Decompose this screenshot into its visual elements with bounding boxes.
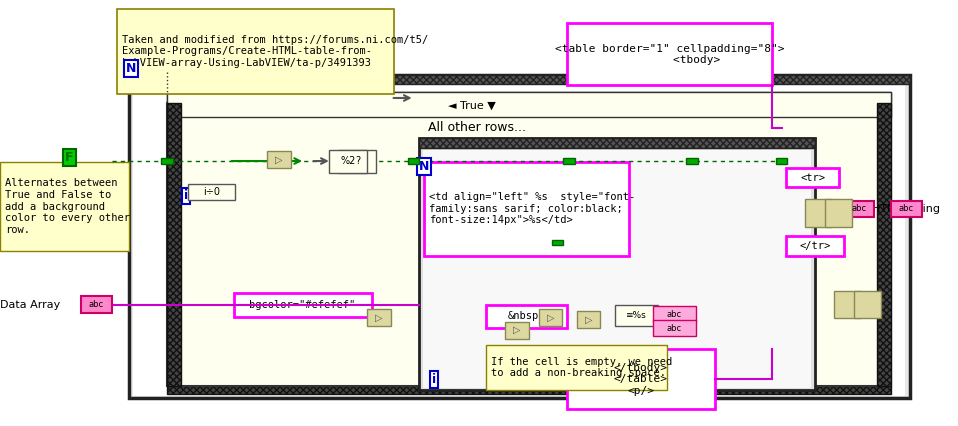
- Text: abc: abc: [899, 204, 914, 213]
- Text: All other rows...: All other rows...: [427, 121, 526, 134]
- FancyBboxPatch shape: [133, 85, 905, 396]
- FancyBboxPatch shape: [776, 158, 787, 164]
- FancyBboxPatch shape: [128, 75, 910, 398]
- Text: Alternates between
True and False to
add a background
color to every other
row.: Alternates between True and False to add…: [5, 178, 129, 235]
- FancyBboxPatch shape: [653, 306, 696, 322]
- Text: If the cell is empty, we need
to add a non-breaking space.: If the cell is empty, we need to add a n…: [490, 357, 673, 378]
- FancyBboxPatch shape: [806, 199, 833, 227]
- FancyBboxPatch shape: [615, 305, 657, 326]
- Text: HTML String: HTML String: [872, 204, 940, 214]
- FancyBboxPatch shape: [161, 158, 172, 164]
- FancyBboxPatch shape: [0, 162, 128, 251]
- FancyBboxPatch shape: [686, 158, 697, 164]
- FancyBboxPatch shape: [843, 201, 874, 217]
- FancyBboxPatch shape: [567, 23, 772, 85]
- FancyBboxPatch shape: [188, 184, 236, 200]
- FancyBboxPatch shape: [834, 291, 860, 319]
- FancyBboxPatch shape: [420, 138, 815, 390]
- FancyBboxPatch shape: [563, 158, 575, 164]
- FancyBboxPatch shape: [367, 309, 391, 326]
- FancyBboxPatch shape: [234, 293, 372, 317]
- FancyBboxPatch shape: [486, 345, 667, 390]
- Text: i÷0: i÷0: [203, 187, 220, 197]
- FancyBboxPatch shape: [826, 199, 852, 227]
- Text: ▷: ▷: [376, 312, 382, 322]
- Text: %2: %2: [340, 156, 355, 167]
- FancyBboxPatch shape: [423, 150, 811, 388]
- Text: <td align="left" %s  style="font-
family:sans sarif; color:black;
font-size:14px: <td align="left" %s style="font- family:…: [429, 192, 635, 225]
- FancyBboxPatch shape: [854, 291, 880, 319]
- FancyBboxPatch shape: [167, 103, 181, 386]
- FancyBboxPatch shape: [653, 320, 696, 336]
- Text: ▷: ▷: [275, 155, 283, 165]
- FancyBboxPatch shape: [117, 9, 394, 94]
- FancyBboxPatch shape: [408, 158, 420, 164]
- Text: Taken and modified from https://forums.ni.com/t5/
Example-Programs/Create-HTML-t: Taken and modified from https://forums.n…: [122, 35, 428, 68]
- FancyBboxPatch shape: [128, 75, 910, 84]
- Text: abc: abc: [667, 310, 682, 319]
- Text: F: F: [65, 151, 74, 164]
- Text: ≡%s: ≡%s: [626, 311, 646, 320]
- FancyBboxPatch shape: [167, 92, 891, 117]
- FancyBboxPatch shape: [167, 92, 891, 102]
- Text: ◄ True ▼: ◄ True ▼: [448, 101, 495, 111]
- Text: i: i: [432, 373, 436, 386]
- Text: abc: abc: [852, 204, 866, 213]
- FancyBboxPatch shape: [538, 309, 562, 326]
- Text: bgcolor="#efefef": bgcolor="#efefef": [249, 300, 355, 310]
- FancyBboxPatch shape: [552, 240, 563, 245]
- FancyBboxPatch shape: [81, 296, 111, 313]
- Text: ▷: ▷: [513, 325, 521, 335]
- FancyBboxPatch shape: [267, 151, 290, 168]
- Text: Data Array: Data Array: [0, 299, 60, 310]
- Text: <tr>: <tr>: [800, 173, 825, 183]
- Text: </tr>: </tr>: [799, 241, 831, 251]
- FancyBboxPatch shape: [486, 305, 567, 328]
- Text: <table border="1" cellpadding="8">
        <tbody>: <table border="1" cellpadding="8"> <tbod…: [555, 43, 785, 65]
- Text: &nbsp;: &nbsp;: [508, 311, 545, 321]
- FancyBboxPatch shape: [567, 349, 715, 409]
- FancyBboxPatch shape: [338, 150, 376, 173]
- FancyBboxPatch shape: [891, 201, 922, 217]
- FancyBboxPatch shape: [787, 168, 839, 187]
- FancyBboxPatch shape: [505, 322, 529, 339]
- FancyBboxPatch shape: [329, 150, 367, 173]
- Text: abc: abc: [89, 300, 103, 309]
- Text: ▷: ▷: [584, 314, 592, 325]
- FancyBboxPatch shape: [877, 103, 891, 386]
- FancyBboxPatch shape: [167, 103, 891, 386]
- FancyBboxPatch shape: [787, 236, 843, 256]
- Text: N: N: [125, 62, 136, 75]
- FancyBboxPatch shape: [424, 162, 629, 256]
- FancyBboxPatch shape: [167, 386, 891, 394]
- Text: </tbody>
</table>
<p/>: </tbody> </table> <p/>: [614, 363, 668, 396]
- Text: abc: abc: [667, 323, 682, 333]
- Text: i: i: [184, 190, 188, 202]
- FancyBboxPatch shape: [420, 138, 815, 148]
- Text: N: N: [419, 160, 429, 173]
- FancyBboxPatch shape: [577, 311, 601, 328]
- Text: ▷: ▷: [547, 312, 554, 322]
- Text: ?: ?: [354, 156, 360, 167]
